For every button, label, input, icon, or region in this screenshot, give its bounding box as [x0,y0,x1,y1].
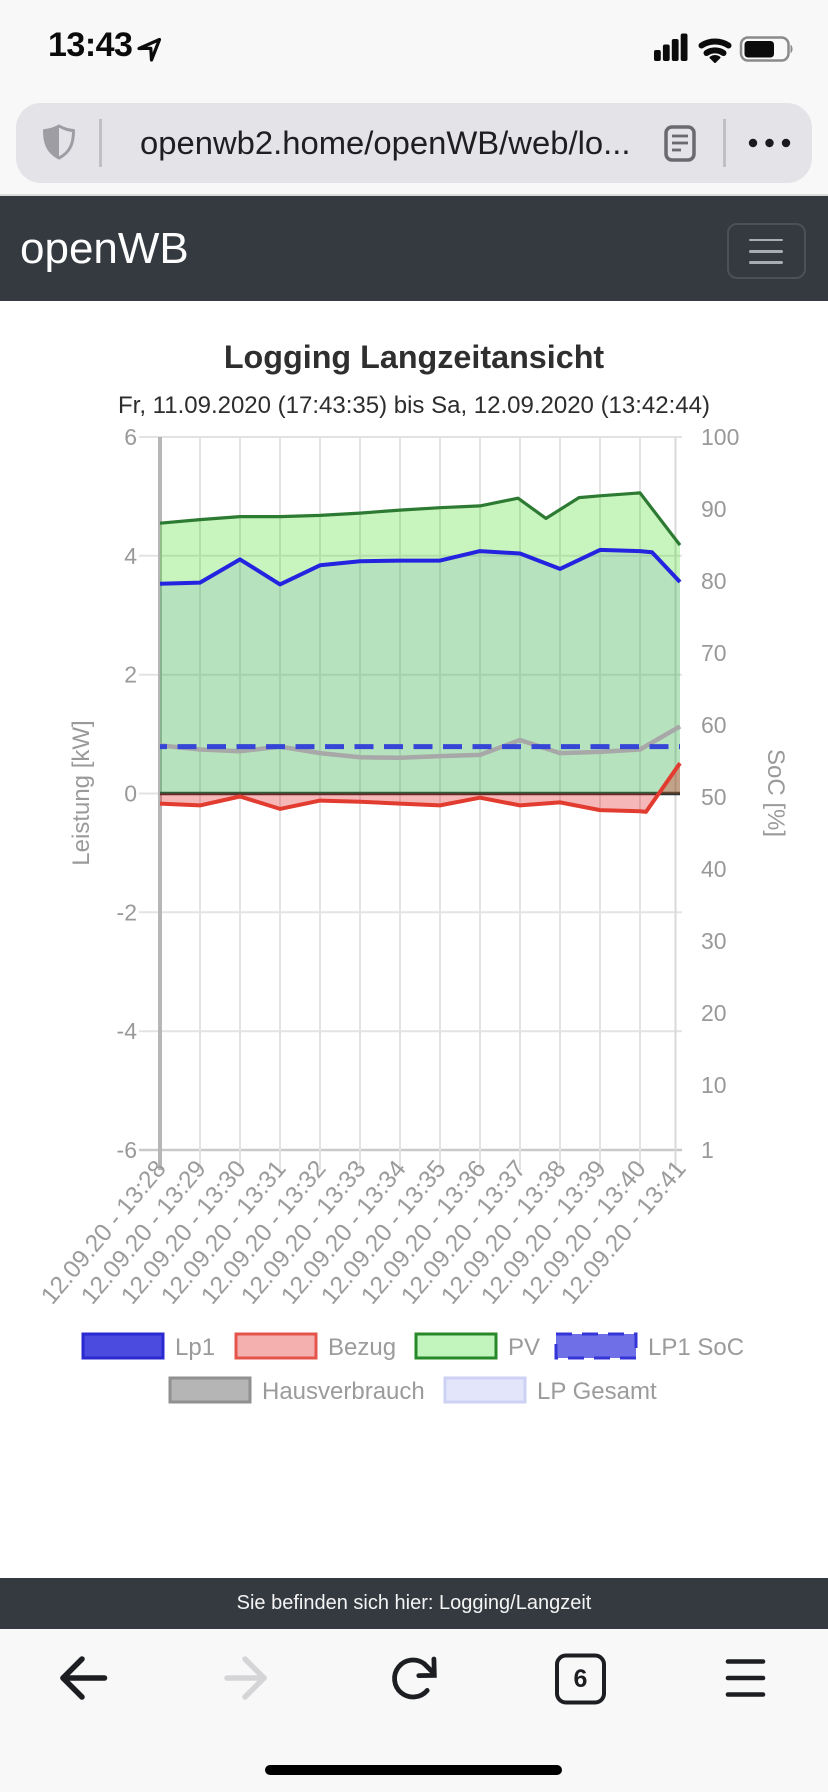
svg-text:LP1 SoC: LP1 SoC [648,1334,744,1361]
svg-text:20: 20 [701,1000,727,1026]
svg-text:6: 6 [124,424,137,450]
svg-text:Hausverbrauch: Hausverbrauch [262,1378,425,1405]
svg-text:-4: -4 [117,1018,138,1044]
svg-text:30: 30 [701,928,727,954]
svg-text:10: 10 [701,1072,727,1098]
svg-text:0: 0 [124,781,137,807]
svg-text:60: 60 [701,712,727,738]
svg-text:LP Gesamt: LP Gesamt [537,1378,657,1405]
svg-text:50: 50 [701,784,727,810]
svg-text:Lp1: Lp1 [175,1334,215,1361]
svg-text:80: 80 [701,568,727,594]
svg-text:40: 40 [701,856,727,882]
svg-text:Leistung [kW]: Leistung [kW] [68,720,95,865]
svg-text:70: 70 [701,640,727,666]
svg-text:Bezug: Bezug [328,1334,396,1361]
svg-text:SoC [%]: SoC [%] [762,749,789,837]
svg-text:2: 2 [124,662,137,688]
svg-text:-2: -2 [117,899,137,925]
svg-text:PV: PV [508,1334,540,1361]
svg-text:1: 1 [701,1137,714,1163]
svg-text:4: 4 [124,543,137,569]
svg-text:90: 90 [701,496,727,522]
svg-text:6: 6 [574,1665,588,1693]
svg-text:-6: -6 [117,1137,137,1163]
svg-text:100: 100 [701,424,739,450]
